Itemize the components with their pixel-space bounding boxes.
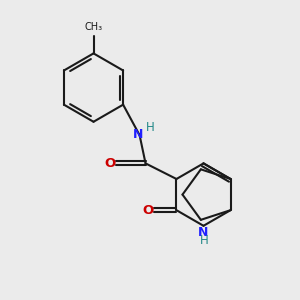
Text: CH₃: CH₃ [85, 22, 103, 32]
Text: H: H [146, 121, 154, 134]
Text: N: N [133, 128, 143, 141]
Text: O: O [142, 204, 154, 217]
Text: O: O [105, 158, 116, 170]
Text: N: N [198, 226, 209, 239]
Text: H: H [200, 234, 208, 247]
